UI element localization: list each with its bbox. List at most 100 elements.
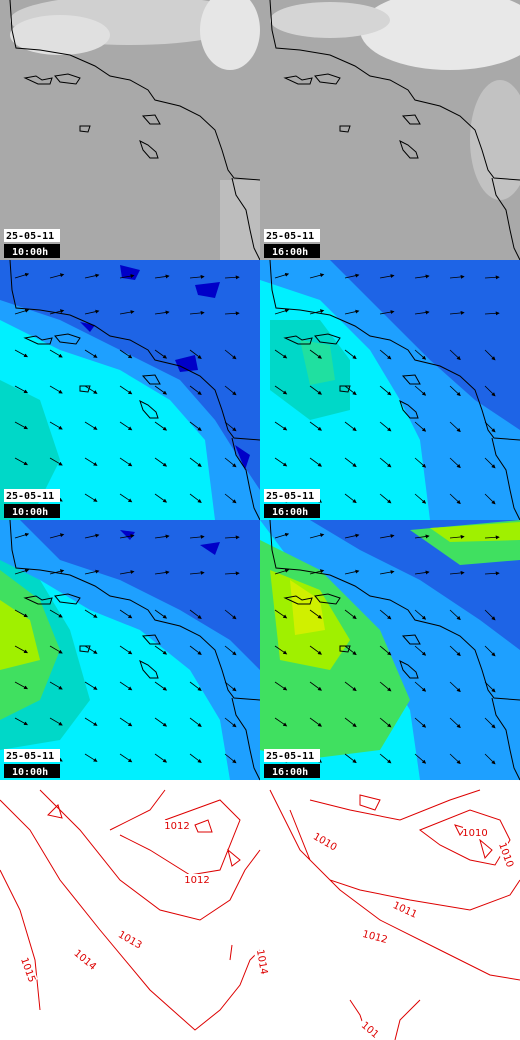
date-box: [4, 489, 60, 502]
isobar-label-bg: [71, 947, 99, 973]
wind-arrow: [119, 385, 133, 395]
wind-arrow: [379, 681, 392, 692]
wind-arrow: [484, 493, 496, 505]
wind-arrow: [484, 609, 496, 621]
wind-arrow: [484, 349, 496, 361]
wind-arrow: [154, 753, 168, 763]
wind-arrow: [154, 385, 168, 395]
wind-arrow: [449, 385, 461, 397]
isobar-label-bg: [311, 830, 339, 854]
satellite-right: [260, 0, 520, 261]
isobar-label-bg: [391, 899, 419, 921]
wind-arrow: [344, 349, 357, 360]
time-label: 10:00h: [12, 247, 48, 258]
date-label: 25-05-11: [6, 491, 54, 502]
wind-arrow: [449, 421, 461, 433]
wind-arrow: [84, 349, 98, 358]
wind-arrow: [14, 645, 28, 654]
wind-arrow: [344, 457, 357, 468]
wind-arrow: [49, 273, 65, 279]
wind-arrow: [189, 681, 202, 691]
wind-arrow: [84, 273, 100, 279]
wind-arrow: [49, 533, 65, 539]
wind-arrow: [484, 275, 500, 280]
wind-arrow: [449, 457, 461, 469]
wind-arrow: [414, 385, 427, 396]
wind-arrow: [224, 385, 237, 396]
wind-arrow: [274, 532, 290, 539]
wind-arrow: [379, 534, 395, 539]
wind-arrow: [274, 681, 288, 691]
wind-arrow: [49, 645, 63, 654]
wind-arrow: [49, 421, 63, 430]
date-label: 25-05-11: [266, 751, 314, 762]
wind-arrow: [224, 275, 240, 280]
time-box: [264, 244, 320, 258]
isobar-label-bg: [361, 928, 389, 946]
date-box: [264, 229, 320, 242]
wind-arrow: [154, 310, 170, 315]
wind-arrow: [484, 681, 496, 693]
isobar-label: 1010: [496, 841, 515, 869]
isobar-label: 1011: [391, 900, 419, 921]
wind-arrow: [49, 569, 65, 575]
wind-arrow: [414, 310, 430, 315]
wind-arrow: [309, 645, 322, 655]
wind-arrow: [484, 385, 496, 397]
wind-arrow: [414, 457, 427, 468]
wind-arrow: [14, 681, 28, 690]
wind-arrow: [449, 717, 461, 729]
wind-arrow: [189, 570, 205, 575]
wind-arrow: [379, 570, 395, 575]
time-label: 16:00h: [272, 507, 308, 518]
wind-arrow: [224, 421, 237, 432]
wind-arrow: [84, 569, 100, 575]
wind-arrow: [224, 571, 240, 576]
wind-arrow: [449, 349, 461, 361]
wind-arrow: [309, 457, 322, 467]
wind-arrow: [414, 421, 427, 432]
time-label: 16:00h: [272, 247, 308, 258]
wind-arrow: [379, 457, 392, 468]
temp-right: [260, 519, 520, 781]
wind-arrow: [449, 681, 461, 693]
wind-arrow: [119, 609, 133, 619]
wind-arrow: [224, 493, 237, 504]
wind-arrow: [449, 570, 465, 575]
date-box: [264, 749, 320, 762]
wind-arrow: [84, 609, 98, 618]
date-box: [264, 489, 320, 502]
wind-arrow: [189, 349, 202, 359]
wind-arrow: [379, 310, 395, 315]
wind-arrow: [14, 272, 30, 279]
wind-right: [260, 259, 520, 521]
temp-left: [0, 519, 261, 781]
wind-arrow: [309, 385, 322, 395]
wind-arrow: [344, 569, 360, 575]
wind-arrow: [344, 385, 357, 396]
isobar-label-bg: [18, 956, 38, 984]
wind-arrow: [154, 349, 168, 359]
isobar-label: 1012: [164, 821, 189, 832]
wind-arrow: [154, 717, 168, 727]
wind-arrow: [449, 645, 461, 657]
wind-arrow: [379, 421, 392, 432]
wind-arrow: [414, 681, 427, 692]
wind-arrow: [309, 533, 325, 539]
wind-arrow: [119, 349, 133, 359]
isobar-label-bg: [356, 1017, 384, 1040]
isobar-label: 1014: [254, 949, 269, 976]
time-box: [4, 504, 60, 518]
time-label: 10:00h: [12, 507, 48, 518]
wind-arrow: [49, 349, 63, 358]
wind-arrow: [309, 273, 325, 279]
wind-arrow: [84, 753, 98, 762]
wind-arrow: [119, 645, 133, 655]
wind-arrow: [14, 568, 30, 575]
wind-arrow: [484, 571, 500, 576]
wind-arrow: [154, 493, 168, 503]
wind-arrow: [154, 570, 170, 575]
wind-arrow: [379, 753, 392, 764]
isobar-label: 1010: [462, 828, 487, 839]
isobar-label-bg: [496, 841, 516, 869]
